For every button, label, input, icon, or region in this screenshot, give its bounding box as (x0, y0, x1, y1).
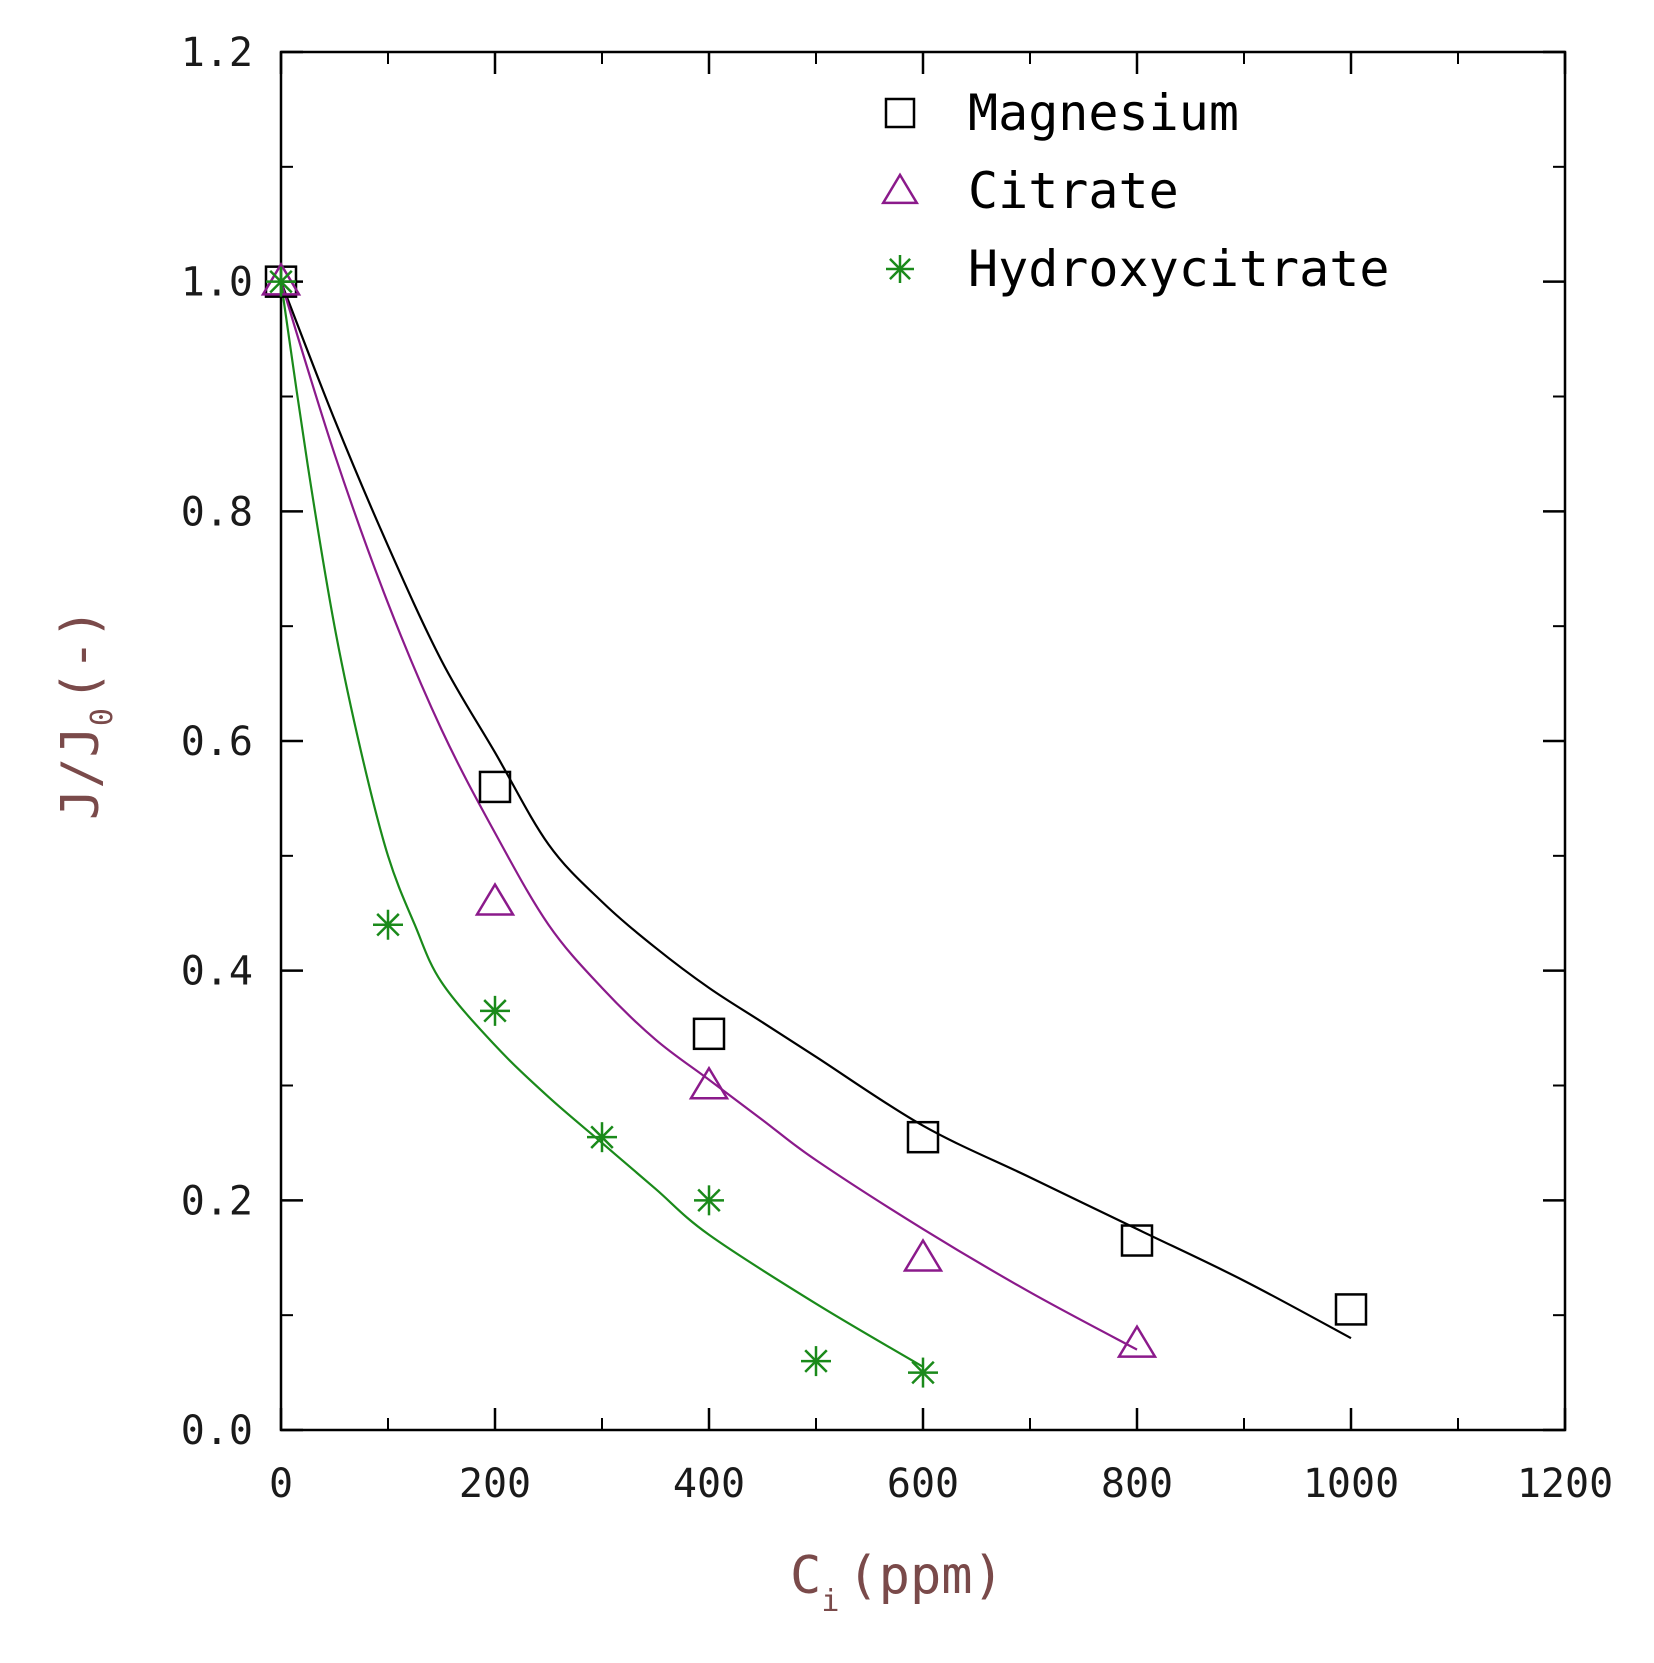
legend-label: Citrate (968, 162, 1179, 220)
data-point-hydroxycitrate (587, 1122, 617, 1153)
data-point-citrate (688, 1065, 730, 1100)
data-point-magnesium (692, 1017, 726, 1051)
x-tick-label: 0 (269, 1461, 293, 1507)
fit-curve-hydroxycitrate (279, 281, 924, 1368)
data-point-magnesium (1334, 1293, 1368, 1326)
data-point-citrate (1116, 1324, 1158, 1358)
x-tick-label: 200 (459, 1461, 531, 1507)
y-tick-label: 0.4 (181, 949, 253, 995)
data-point-citrate (902, 1238, 944, 1272)
fit-curve-citrate (279, 281, 1138, 1351)
data-point-magnesium (478, 770, 512, 804)
x-tick-label: 1200 (1517, 1461, 1613, 1507)
data-point-magnesium (906, 1120, 940, 1154)
x-tick-label: 800 (1101, 1461, 1173, 1507)
data-point-hydroxycitrate (373, 909, 403, 940)
legend-marker-magnesium (884, 97, 916, 129)
data-point-magnesium (1120, 1224, 1154, 1257)
data-point-hydroxycitrate (908, 1357, 938, 1388)
legend-marker-citrate (880, 172, 920, 205)
y-tick-label: 0.6 (181, 719, 253, 765)
y-tick-label: 0.2 (181, 1178, 253, 1224)
data-point-citrate (474, 882, 516, 916)
axes: 0 200 400 600 800 1000 1200 0.0 0.2 0.4 0.6 0.8 1.0 1… (181, 30, 1613, 1507)
legend: Magnesium Citrate Hydroxycitrate (880, 84, 1389, 298)
legend-label: Magnesium (968, 84, 1239, 142)
data-points (260, 261, 1368, 1388)
legend-marker-hydroxycitrate (886, 255, 914, 283)
x-tick-label: 400 (673, 1461, 745, 1507)
y-tick-label: 0.8 (181, 489, 253, 535)
y-tick-label: 1.0 (181, 260, 253, 306)
fit-curve-magnesium (279, 281, 1352, 1340)
legend-label: Hydroxycitrate (968, 240, 1389, 298)
y-tick-label: 0.0 (181, 1408, 253, 1454)
x-tick-label: 600 (887, 1461, 959, 1507)
x-tick-label: 1000 (1303, 1461, 1399, 1507)
fit-curves (279, 281, 1352, 1368)
data-point-hydroxycitrate (480, 995, 510, 1026)
y-tick-label: 1.2 (181, 30, 253, 76)
data-point-hydroxycitrate (266, 266, 296, 297)
x-axis-title: Ci (ppm) (790, 1546, 1004, 1619)
y-axis-title: J/J0(-) (51, 608, 120, 820)
data-point-hydroxycitrate (801, 1346, 831, 1377)
data-point-hydroxycitrate (694, 1185, 724, 1216)
